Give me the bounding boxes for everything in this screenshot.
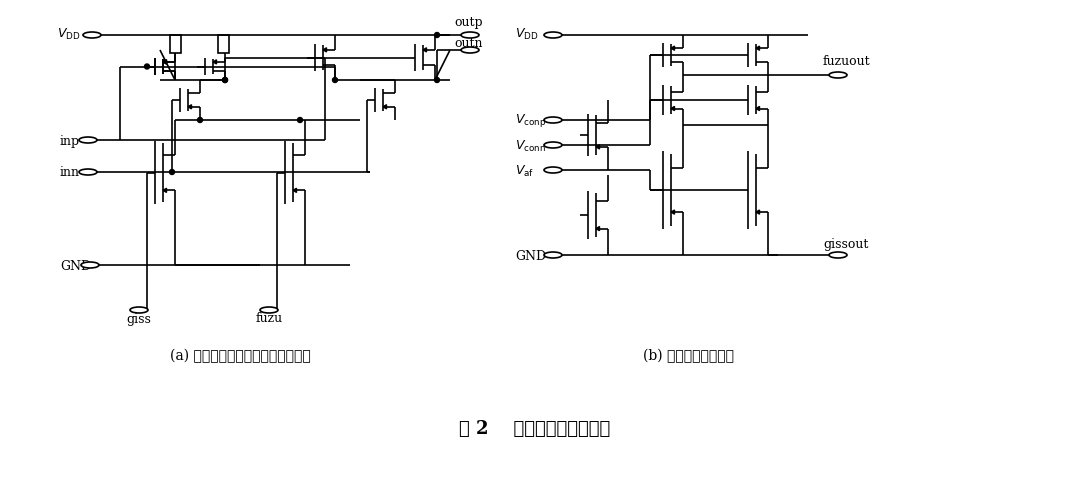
Circle shape bbox=[144, 65, 150, 70]
Ellipse shape bbox=[461, 48, 479, 54]
Text: GND: GND bbox=[515, 249, 546, 262]
Ellipse shape bbox=[544, 252, 562, 258]
Text: $V_{\rm conp}$: $V_{\rm conp}$ bbox=[515, 112, 547, 129]
Text: inn: inn bbox=[60, 166, 80, 179]
Circle shape bbox=[434, 78, 440, 84]
Ellipse shape bbox=[544, 118, 562, 124]
Ellipse shape bbox=[544, 168, 562, 174]
Ellipse shape bbox=[829, 252, 847, 258]
Text: GND: GND bbox=[60, 259, 91, 272]
Polygon shape bbox=[756, 107, 760, 111]
Circle shape bbox=[333, 78, 337, 84]
Polygon shape bbox=[163, 189, 167, 193]
Ellipse shape bbox=[461, 33, 479, 39]
Text: inp: inp bbox=[60, 134, 80, 147]
Polygon shape bbox=[671, 211, 674, 215]
Circle shape bbox=[198, 118, 202, 123]
Text: 图 2    延迟单元和控制单元: 图 2 延迟单元和控制单元 bbox=[459, 419, 611, 437]
Text: giss: giss bbox=[126, 312, 152, 325]
Text: outn: outn bbox=[454, 37, 483, 50]
Polygon shape bbox=[596, 227, 599, 231]
Polygon shape bbox=[163, 60, 167, 65]
Text: gissout: gissout bbox=[823, 238, 869, 251]
Polygon shape bbox=[423, 48, 427, 53]
Text: fuzu: fuzu bbox=[256, 312, 282, 325]
Circle shape bbox=[223, 78, 228, 84]
Ellipse shape bbox=[544, 33, 562, 39]
Polygon shape bbox=[756, 211, 760, 215]
Polygon shape bbox=[596, 145, 599, 150]
Text: (b) 调频调幅控制单元: (b) 调频调幅控制单元 bbox=[642, 348, 734, 362]
Text: $V_{\rm DD}$: $V_{\rm DD}$ bbox=[57, 26, 80, 41]
Circle shape bbox=[297, 118, 303, 123]
Ellipse shape bbox=[81, 263, 100, 268]
Text: fuzuout: fuzuout bbox=[823, 55, 871, 68]
Circle shape bbox=[223, 78, 228, 84]
Circle shape bbox=[434, 34, 440, 38]
Polygon shape bbox=[756, 47, 760, 51]
Ellipse shape bbox=[829, 73, 847, 79]
Polygon shape bbox=[163, 60, 167, 65]
Polygon shape bbox=[293, 189, 296, 193]
Text: outp: outp bbox=[454, 16, 483, 29]
Ellipse shape bbox=[544, 143, 562, 149]
Ellipse shape bbox=[83, 33, 101, 39]
Text: $V_{\rm af}$: $V_{\rm af}$ bbox=[515, 163, 534, 178]
Polygon shape bbox=[323, 48, 326, 53]
Polygon shape bbox=[188, 106, 192, 109]
Ellipse shape bbox=[79, 169, 97, 176]
Ellipse shape bbox=[79, 138, 97, 144]
Ellipse shape bbox=[260, 307, 278, 313]
Bar bbox=[217, 36, 229, 54]
Polygon shape bbox=[671, 107, 674, 111]
Text: $V_{\rm conn}$: $V_{\rm conn}$ bbox=[515, 138, 546, 153]
Bar bbox=[169, 36, 181, 54]
Polygon shape bbox=[213, 60, 216, 65]
Polygon shape bbox=[383, 106, 386, 109]
Text: (a) 采用电流折叠正反馈的延迟单元: (a) 采用电流折叠正反馈的延迟单元 bbox=[170, 348, 310, 362]
Ellipse shape bbox=[129, 307, 148, 313]
Circle shape bbox=[169, 170, 174, 175]
Polygon shape bbox=[671, 47, 674, 51]
Text: $V_{\rm DD}$: $V_{\rm DD}$ bbox=[515, 26, 538, 41]
